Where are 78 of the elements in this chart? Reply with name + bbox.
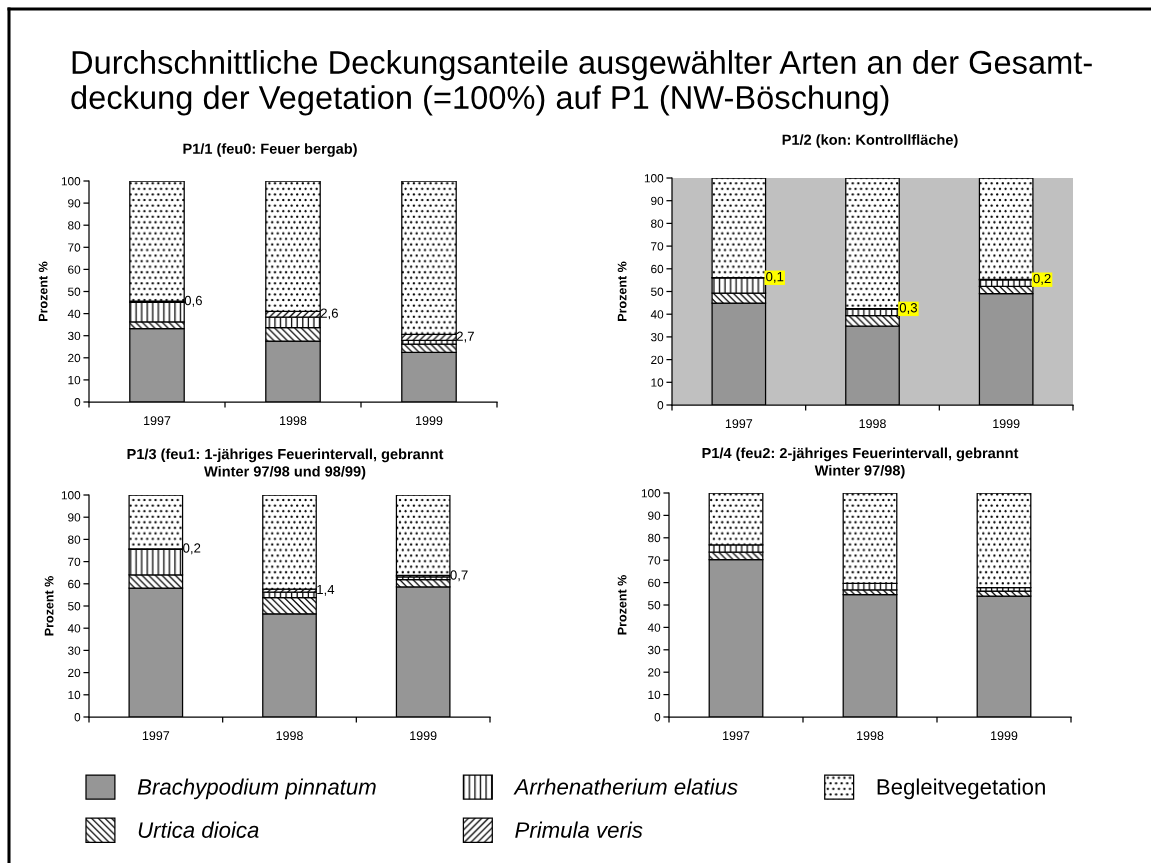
- text: Durchschnittliche Deckungsanteile ausgewählter Arten an der Gesamt- deckung der Vegetation (=100%) auf P1 (NW-Böschung): [71, 50, 1092, 116]
- y-tick-label: 10: [648, 690, 661, 699]
- y-tick-label: 60: [648, 578, 661, 587]
- y-axis-title: Prozent %: [617, 575, 627, 635]
- x-tick-label: 1999: [991, 731, 1018, 741]
- y-tick-label: 40: [67, 309, 81, 318]
- x-tick-label: 1997: [723, 731, 750, 741]
- data-label: 0,2: [1033, 273, 1051, 285]
- y-tick-label: 0: [654, 713, 661, 722]
- y-tick-label: 30: [67, 646, 81, 655]
- y-tick-label: 100: [61, 491, 81, 500]
- chart-title: P1/3 (feu1: 1-jähriges Feuerintervall, gebrannt Winter 97/98 und 98/99): [127, 448, 444, 480]
- x-tick-label: 1998: [276, 731, 303, 741]
- y-tick-label: 20: [68, 668, 81, 677]
- y-tick-label: 50: [68, 602, 81, 611]
- y-tick-label: 10: [68, 690, 81, 700]
- x-tick-label: 1999: [416, 416, 443, 426]
- y-tick-label: 50: [648, 601, 661, 610]
- x-tick-label: 1997: [725, 419, 753, 429]
- y-tick-label: 60: [651, 264, 664, 274]
- y-tick-label: 10: [68, 375, 81, 385]
- y-tick-label: 20: [651, 355, 664, 364]
- y-axis-title: Prozent %: [617, 261, 627, 321]
- data-label: 2,7: [456, 331, 474, 343]
- y-tick-label: 90: [651, 196, 664, 206]
- x-tick-label: 1999: [410, 731, 437, 741]
- legend-label: Begleitvegetation: [877, 778, 1045, 800]
- y-tick-label: 50: [651, 287, 664, 296]
- chart-title: P1/2 (kon: Kontrollfläche): [782, 134, 958, 148]
- x-tick-label: 1998: [857, 731, 884, 741]
- y-tick-label: 40: [650, 310, 664, 319]
- y-tick-label: 20: [648, 668, 661, 677]
- y-tick-label: 0: [657, 401, 664, 410]
- y-tick-label: 60: [68, 265, 81, 274]
- y-tick-label: 80: [68, 535, 81, 544]
- data-label: 2,6: [320, 308, 338, 320]
- data-label: 1,4: [317, 585, 335, 596]
- y-tick-label: 30: [647, 645, 661, 655]
- y-tick-label: 30: [650, 332, 664, 342]
- y-tick-label: 80: [68, 221, 81, 230]
- y-tick-label: 90: [68, 513, 81, 522]
- y-tick-label: 40: [67, 624, 81, 633]
- chart-title: P1/4 (feu2: 2-jähriges Feuerintervall, gebrannt Winter 97/98): [702, 447, 1019, 479]
- x-tick-label: 1997: [144, 416, 171, 426]
- y-tick-label: 80: [651, 219, 664, 228]
- y-tick-label: 80: [648, 533, 661, 543]
- y-tick-label: 50: [68, 287, 81, 296]
- y-tick-label: 0: [74, 713, 81, 722]
- x-tick-label: 1999: [993, 419, 1020, 429]
- y-tick-label: 70: [651, 242, 664, 251]
- y-tick-label: 40: [647, 623, 661, 632]
- y-tick-label: 0: [74, 398, 81, 407]
- y-tick-label: 100: [644, 174, 664, 183]
- x-tick-label: 1998: [859, 419, 886, 429]
- y-tick-label: 90: [648, 511, 661, 520]
- y-tick-label: 10: [651, 378, 664, 387]
- y-tick-label: 20: [68, 353, 81, 363]
- y-axis-title: Prozent %: [38, 261, 48, 321]
- y-tick-label: 100: [641, 489, 661, 498]
- data-label: 0,2: [183, 543, 201, 555]
- x-tick-label: 1998: [280, 416, 307, 426]
- y-tick-label: 70: [648, 556, 661, 565]
- y-tick-label: 60: [68, 579, 81, 589]
- legend-label: Urtica dioica: [138, 821, 259, 838]
- data-label: 0,7: [450, 570, 468, 582]
- y-tick-label: 70: [68, 557, 81, 566]
- chart-title: P1/1 (feu0: Feuer bergab): [183, 143, 357, 157]
- legend-label: Primula veris: [515, 821, 643, 838]
- data-label: 0,1: [766, 271, 784, 283]
- x-tick-label: 1997: [142, 731, 170, 741]
- y-tick-label: 30: [67, 331, 81, 341]
- data-label: 0,3: [899, 303, 917, 314]
- y-tick-label: 100: [61, 177, 81, 186]
- y-axis-title: Prozent %: [44, 576, 54, 636]
- legend-label: Arrhenatherium elatius: [513, 778, 738, 795]
- legend-label: Brachypodium pinnatum: [137, 778, 376, 800]
- y-tick-label: 70: [68, 243, 81, 252]
- y-tick-label: 90: [68, 199, 81, 208]
